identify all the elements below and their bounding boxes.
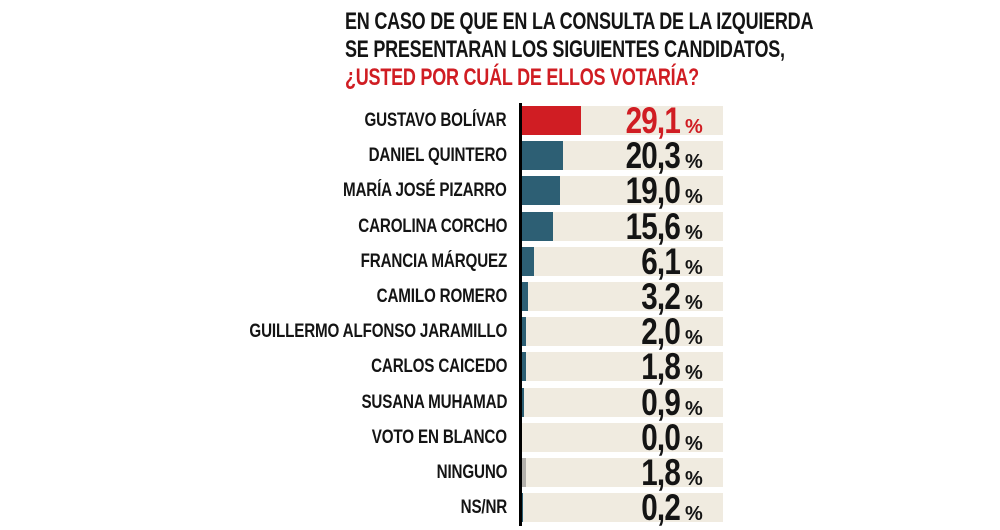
bar-track: 29,1%: [522, 100, 723, 141]
bar-fill: [522, 246, 535, 276]
bar-fill: [522, 211, 554, 241]
candidate-label: GUSTAVO BOLÍVAR: [364, 110, 507, 131]
candidate-label: CAROLINA CORCHO: [357, 215, 507, 237]
bar-track: 19,0%: [522, 170, 723, 212]
value-label: 2,0%: [522, 311, 703, 353]
value-number: 2,0: [641, 311, 681, 353]
candidate-label: FRANCIA MÁRQUEZ: [360, 250, 508, 272]
value-label: 0,0%: [522, 416, 703, 458]
chart-title-line-1: EN CASO DE QUE EN LA CONSULTA DE LA IZQU…: [345, 8, 814, 35]
chart-row: VOTO EN BLANCO 0,0%: [0, 416, 1000, 458]
bar-fill: [522, 141, 563, 171]
value-number: 1,8: [641, 452, 681, 493]
value-number: 0,2: [641, 487, 681, 529]
chart-row: SUSANA MUHAMAD 0,9%: [0, 381, 1000, 423]
value-number: 3,2: [641, 276, 681, 317]
value-number: 15,6: [625, 205, 681, 247]
candidate-label: CARLOS CAICEDO: [370, 356, 507, 378]
candidate-label: NINGUNO: [436, 462, 507, 483]
value-label: 20,3%: [522, 135, 703, 177]
bar-fill: [522, 282, 529, 311]
bar-track: 1,8%: [522, 452, 723, 493]
percent-sign: %: [685, 256, 703, 279]
value-label: 3,2%: [522, 276, 703, 317]
percent-sign: %: [685, 186, 703, 209]
percent-sign: %: [685, 292, 703, 314]
chart-title-line-3: ¿USTED POR CUÁL DE ELLOS VOTARÍA?: [345, 64, 699, 91]
bar-track: 3,2%: [522, 276, 723, 317]
candidate-label: DANIEL QUINTERO: [368, 145, 508, 167]
bar-fill: [522, 458, 526, 487]
candidate-label: SUSANA MUHAMAD: [361, 391, 507, 413]
chart-row: DANIEL QUINTERO 20,3%: [0, 135, 1000, 177]
value-label: 1,8%: [522, 452, 703, 493]
chart-row: FRANCIA MÁRQUEZ 6,1%: [0, 240, 1000, 282]
value-label: 6,1%: [522, 240, 703, 282]
chart-row: NS/NR 0,2%: [0, 487, 1000, 529]
axis-line: [519, 103, 522, 526]
percent-sign: %: [685, 116, 703, 138]
candidate-label: VOTO EN BLANCO: [371, 426, 507, 448]
chart-row: MARÍA JOSÉ PIZARRO 19,0%: [0, 170, 1000, 212]
bar-track: 0,0%: [522, 416, 723, 458]
chart-title: EN CASO DE QUE EN LA CONSULTA DE LA IZQU…: [345, 8, 813, 92]
candidate-label: GUILLERMO ALFONSO JARAMILLO: [249, 321, 507, 343]
percent-sign: %: [685, 221, 703, 244]
value-number: 0,9: [641, 381, 681, 423]
bar-fill: [522, 352, 526, 382]
bar-track: 15,6%: [522, 205, 723, 247]
chart-row: CAROLINA CORCHO 15,6%: [0, 205, 1000, 247]
value-label: 15,6%: [522, 205, 703, 247]
value-number: 0,0: [641, 416, 681, 458]
bar-fill: [522, 106, 581, 135]
bar-track: 6,1%: [522, 240, 723, 282]
chart-row: GUSTAVO BOLÍVAR 29,1%: [0, 100, 1000, 141]
percent-sign: %: [685, 327, 703, 350]
value-number: 19,0: [625, 170, 681, 212]
chart-title-line-2: SE PRESENTARAN LOS SIGUIENTES CANDIDATOS…: [345, 36, 785, 63]
bar-track: 2,0%: [522, 311, 723, 353]
bar-track: 20,3%: [522, 135, 723, 177]
value-label: 29,1%: [522, 100, 703, 141]
percent-sign: %: [685, 468, 703, 490]
percent-sign: %: [685, 362, 703, 385]
chart-row: CARLOS CAICEDO 1,8%: [0, 346, 1000, 388]
value-label: 0,2%: [522, 487, 703, 529]
value-number: 1,8: [641, 346, 681, 388]
bar-fill: [522, 387, 524, 417]
value-label: 0,9%: [522, 381, 703, 423]
value-label: 19,0%: [522, 170, 703, 212]
value-label: 1,8%: [522, 346, 703, 388]
percent-sign: %: [685, 397, 703, 420]
percent-sign: %: [685, 151, 703, 174]
candidate-label: CAMILO ROMERO: [376, 286, 508, 307]
chart-row: GUILLERMO ALFONSO JARAMILLO 2,0%: [0, 311, 1000, 353]
value-number: 20,3: [625, 135, 681, 177]
chart-row: NINGUNO 1,8%: [0, 452, 1000, 493]
bar-fill: [522, 317, 526, 347]
value-number: 29,1: [625, 100, 681, 141]
chart-row: CAMILO ROMERO 3,2%: [0, 276, 1000, 317]
bar-track: 0,2%: [522, 487, 723, 529]
bar-track: 1,8%: [522, 346, 723, 388]
candidate-label: NS/NR: [460, 497, 508, 519]
percent-sign: %: [685, 503, 703, 526]
candidate-label: MARÍA JOSÉ PIZARRO: [343, 180, 507, 202]
value-number: 6,1: [641, 240, 681, 282]
bar-track: 0,9%: [522, 381, 723, 423]
percent-sign: %: [685, 432, 703, 455]
bar-fill: [522, 176, 561, 206]
